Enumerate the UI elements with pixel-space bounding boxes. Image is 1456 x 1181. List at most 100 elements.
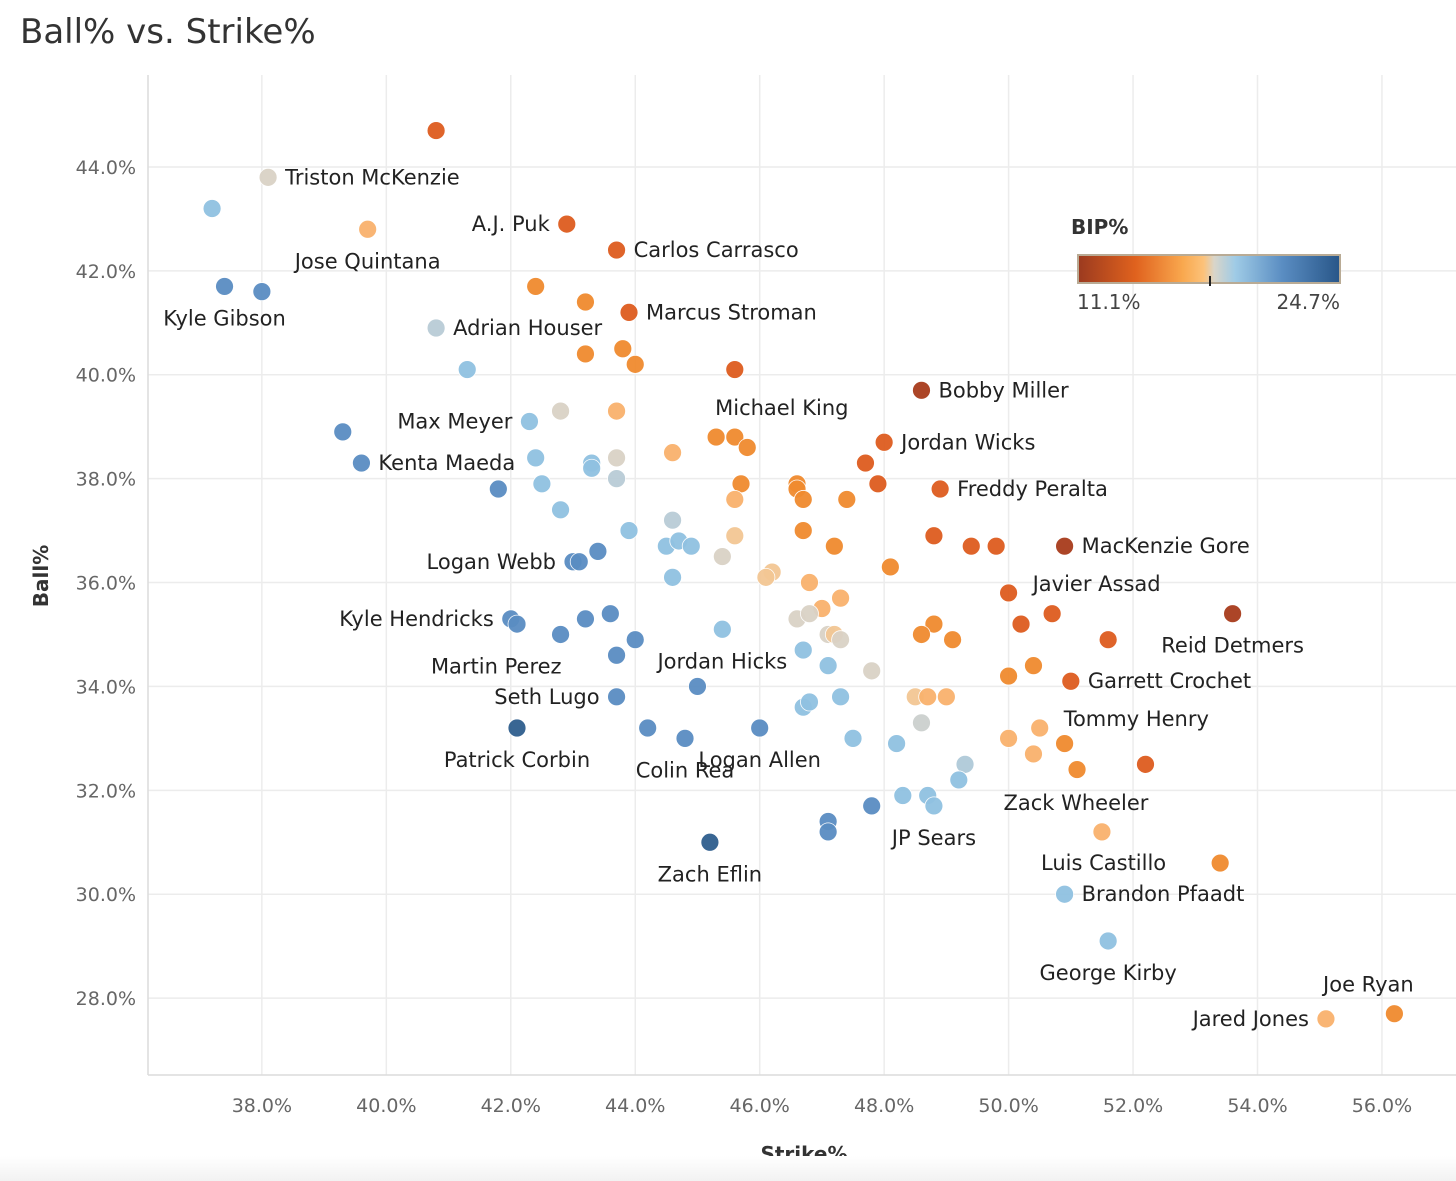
data-point bbox=[663, 510, 682, 530]
data-point bbox=[557, 214, 577, 234]
data-point bbox=[532, 474, 552, 494]
point-label: Luis Castillo bbox=[1041, 851, 1166, 875]
data-point bbox=[924, 614, 944, 634]
x-tick-label: 38.0% bbox=[232, 1095, 292, 1117]
data-point bbox=[999, 583, 1018, 603]
data-point bbox=[675, 728, 695, 748]
data-point bbox=[800, 604, 819, 624]
data-point bbox=[887, 734, 906, 753]
data-point bbox=[663, 443, 682, 463]
data-point bbox=[912, 380, 931, 400]
data-point bbox=[507, 614, 527, 634]
point-label: Jose Quintana bbox=[293, 249, 441, 273]
data-point bbox=[824, 536, 844, 556]
y-tick-label: 44.0% bbox=[76, 157, 136, 179]
data-point bbox=[725, 526, 745, 546]
data-point bbox=[520, 412, 539, 431]
data-point bbox=[1092, 822, 1112, 842]
data-point bbox=[681, 536, 701, 556]
data-point bbox=[1384, 1004, 1404, 1024]
data-point bbox=[258, 167, 278, 187]
point-label: Garrett Crochet bbox=[1088, 669, 1251, 693]
data-point bbox=[638, 718, 658, 738]
point-label: Tommy Henry bbox=[1063, 707, 1209, 731]
point-label: Logan Allen bbox=[698, 748, 821, 772]
y-tick-label: 38.0% bbox=[76, 469, 136, 491]
point-label: Reid Detmers bbox=[1161, 634, 1304, 658]
data-point bbox=[1136, 754, 1155, 774]
legend-title: BIP% bbox=[1071, 215, 1128, 239]
data-point bbox=[352, 453, 371, 473]
data-point bbox=[706, 427, 726, 447]
y-tick-label: 30.0% bbox=[76, 884, 136, 906]
data-point bbox=[688, 677, 707, 696]
data-point bbox=[607, 448, 626, 468]
data-point bbox=[1223, 604, 1243, 624]
data-point bbox=[576, 344, 595, 364]
data-point bbox=[912, 625, 931, 644]
point-label: Triston McKenzie bbox=[284, 165, 460, 189]
data-point bbox=[725, 490, 745, 509]
bottom-edge bbox=[0, 1156, 1456, 1181]
data-point bbox=[936, 687, 956, 707]
point-label: Zack Wheeler bbox=[1003, 791, 1148, 815]
point-label: Seth Lugo bbox=[494, 685, 599, 709]
data-point bbox=[793, 490, 813, 509]
x-tick-label: 44.0% bbox=[605, 1095, 665, 1117]
data-point bbox=[1011, 614, 1031, 634]
data-points bbox=[202, 121, 1404, 1029]
data-point bbox=[843, 728, 863, 748]
point-label: George Kirby bbox=[1040, 961, 1177, 985]
y-tick-label: 28.0% bbox=[76, 988, 136, 1010]
data-point bbox=[880, 557, 900, 577]
axes: 38.0% 40.0% 42.0% 44.0% 46.0% 48.0% 50.0% 52.0%… bbox=[76, 75, 1456, 1117]
data-point bbox=[252, 282, 272, 302]
data-point bbox=[1210, 853, 1230, 873]
data-point bbox=[358, 219, 378, 239]
x-tick-label: 54.0% bbox=[1227, 1095, 1287, 1117]
y-tick-label: 36.0% bbox=[76, 573, 136, 595]
data-point bbox=[202, 199, 222, 218]
data-point bbox=[818, 822, 838, 842]
data-point bbox=[607, 687, 626, 707]
data-point bbox=[856, 453, 875, 473]
data-point bbox=[837, 490, 857, 509]
data-point bbox=[737, 438, 757, 457]
x-tick-label: 52.0% bbox=[1103, 1095, 1163, 1117]
data-point bbox=[600, 604, 620, 624]
data-point bbox=[1098, 630, 1118, 650]
point-label: JP Sears bbox=[890, 826, 976, 850]
data-point bbox=[551, 625, 570, 644]
data-point bbox=[800, 692, 819, 712]
point-label: Marcus Stroman bbox=[646, 300, 817, 324]
data-point bbox=[918, 687, 938, 707]
data-point bbox=[625, 354, 645, 374]
data-point bbox=[868, 474, 888, 494]
data-point bbox=[1042, 604, 1062, 624]
data-point bbox=[526, 448, 546, 468]
point-labels: Triston McKenzie Jose Quintana A.J. Puk Car… bbox=[163, 165, 1414, 1031]
x-tick-label: 40.0% bbox=[356, 1095, 416, 1117]
data-point bbox=[700, 832, 720, 852]
y-tick-label: 40.0% bbox=[76, 365, 136, 387]
data-point bbox=[924, 796, 944, 816]
data-point bbox=[793, 640, 813, 660]
data-point bbox=[712, 547, 732, 566]
data-point bbox=[893, 786, 913, 805]
data-point bbox=[999, 666, 1018, 686]
point-label: Michael King bbox=[715, 396, 848, 420]
point-label: Adrian Houser bbox=[453, 316, 602, 340]
data-point bbox=[507, 718, 527, 738]
data-point bbox=[426, 121, 446, 140]
data-point bbox=[426, 318, 446, 338]
data-point bbox=[1316, 1009, 1336, 1029]
y-tick-label: 32.0% bbox=[76, 780, 136, 802]
data-point bbox=[488, 479, 508, 499]
data-point bbox=[712, 619, 732, 639]
data-point bbox=[862, 796, 882, 816]
x-tick-label: 50.0% bbox=[978, 1095, 1038, 1117]
data-point bbox=[1055, 536, 1074, 556]
point-label: Patrick Corbin bbox=[444, 748, 590, 772]
data-point bbox=[800, 573, 819, 592]
